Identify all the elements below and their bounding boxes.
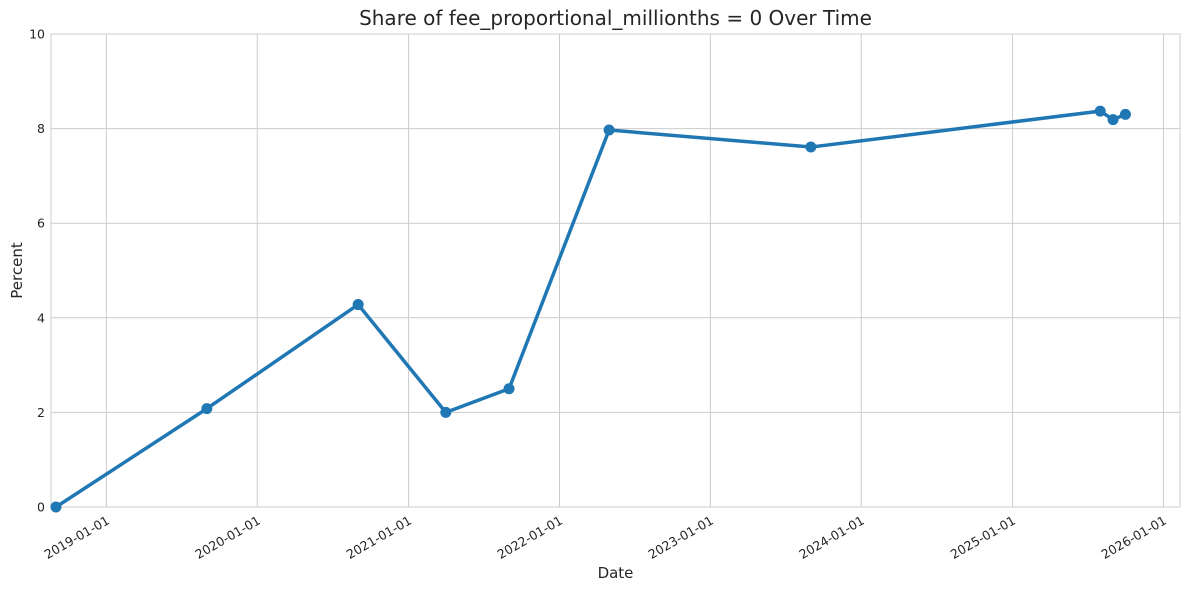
data-point [352, 299, 364, 311]
y-tick-label: 4 [37, 310, 45, 325]
x-tick-label: 2025-01-01 [948, 513, 1018, 562]
y-tick-label: 6 [37, 216, 45, 231]
x-tick-label: 2024-01-01 [796, 513, 866, 562]
data-point [1107, 114, 1119, 126]
x-tick-label: 2023-01-01 [645, 513, 715, 562]
data-point [805, 141, 817, 153]
data-point [50, 501, 62, 513]
x-tick-label: 2026-01-01 [1099, 513, 1169, 562]
plot-frame [50, 33, 1181, 508]
x-axis-label: Date [598, 564, 634, 582]
data-point [1119, 108, 1131, 120]
series-line [54, 109, 1128, 509]
x-tick-label: 2020-01-01 [192, 513, 262, 562]
chart-title: Share of fee_proportional_millionths = 0… [359, 6, 872, 30]
data-point [603, 124, 615, 136]
x-tick-label: 2022-01-01 [495, 513, 565, 562]
series-layer [50, 105, 1131, 513]
data-point [503, 383, 515, 395]
data-point [440, 406, 452, 418]
x-tick-label: 2021-01-01 [344, 513, 414, 562]
x-tick-label: 2019-01-01 [41, 513, 111, 562]
data-point [201, 403, 213, 415]
data-point [1094, 105, 1106, 117]
y-axis-label: Percent [8, 242, 26, 299]
y-tick-label: 2 [37, 405, 45, 420]
y-tick-label: 8 [37, 121, 45, 136]
tick-labels: 0 2 4 6 8 10 2019-01-01 2020-01-01 2021-01-01 202… [29, 27, 1169, 562]
y-tick-label: 10 [29, 27, 45, 42]
y-tick-label: 0 [37, 500, 45, 515]
grid [51, 33, 1180, 508]
